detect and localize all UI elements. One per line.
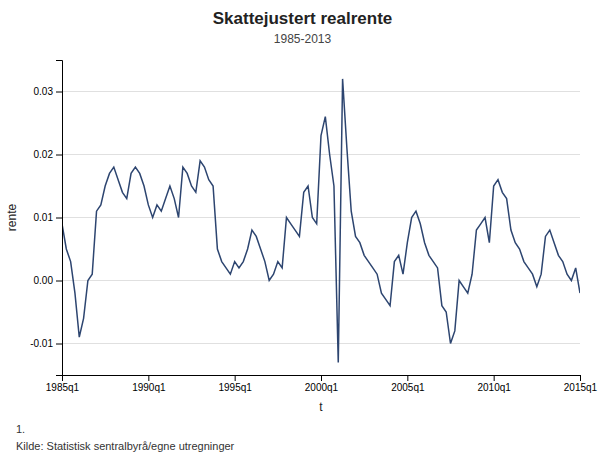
x-tick: 1995q1 (218, 375, 252, 393)
y-tick-label: 0.03 (34, 86, 54, 97)
x-tick: 1985q1 (46, 375, 80, 393)
chart: Skattejustert realrente1985-20131985q119… (0, 0, 605, 463)
x-tick: 2000q1 (305, 375, 339, 393)
x-tick-label: 1990q1 (132, 382, 166, 393)
x-tick-label: 2015q1 (564, 382, 598, 393)
grid-line (62, 280, 580, 281)
x-tick: 1990q1 (132, 375, 166, 393)
y-tick-label: -0.01 (30, 338, 53, 349)
grid-line (62, 217, 580, 218)
x-axis-line (63, 376, 581, 382)
annotation: Kilde: Statistisk sentralbyrå/egne utreg… (16, 440, 235, 452)
y-tick: 0.00 (34, 275, 62, 286)
y-tick: 0.01 (34, 212, 62, 223)
grid-line (62, 154, 580, 155)
x-tick-label: 2005q1 (391, 382, 425, 393)
series-group (62, 79, 580, 363)
y-axis-title: rente (5, 204, 19, 232)
x-tick: 2010q1 (477, 375, 511, 393)
x-tick-label: 2000q1 (305, 382, 339, 393)
y-tick-mark (56, 344, 62, 345)
x-tick-mark (321, 375, 322, 381)
y-tick: 0.03 (34, 86, 62, 97)
line (62, 79, 580, 363)
x-tick-mark (407, 375, 408, 381)
title: Skattejustert realrente (213, 9, 393, 28)
y-tick: 0.02 (34, 149, 62, 160)
x-tick-mark (148, 375, 149, 381)
x-tick-mark (494, 375, 495, 381)
x-tick-label: 2010q1 (477, 382, 511, 393)
y-tick-label: 0.01 (34, 212, 54, 223)
x-tick: 2005q1 (391, 375, 425, 393)
annotation: 1. (16, 423, 25, 435)
y-tick-mark (56, 155, 62, 156)
x-tick-mark (235, 375, 236, 381)
x-tick-label: 1995q1 (218, 382, 252, 393)
grid (62, 92, 580, 344)
x-axis-title: t (319, 400, 323, 414)
y-tick: -0.01 (30, 338, 62, 349)
y-tick-label: 0.02 (34, 149, 54, 160)
grid-line (62, 343, 580, 344)
y-tick-label: 0.00 (34, 275, 54, 286)
y-tick-mark (56, 92, 62, 93)
subtitle: 1985-2013 (274, 32, 332, 46)
x-tick-label: 1985q1 (46, 382, 80, 393)
y-axis-line (56, 61, 63, 376)
grid-line (62, 91, 580, 92)
y-axis: -0.01 0.00 0.01 0.02 0.03 (30, 61, 62, 376)
y-tick-mark (56, 218, 62, 219)
x-tick: 2015q1 (564, 375, 598, 393)
x-tick-mark (580, 375, 581, 381)
plot-area: 1985q1 1990q1 1995q1 2000q1 2005q1 2010q1 2015… (30, 61, 597, 394)
y-tick-mark (56, 281, 62, 282)
x-axis: 1985q1 1990q1 1995q1 2000q1 2005q1 2010q1 2015… (46, 375, 598, 393)
